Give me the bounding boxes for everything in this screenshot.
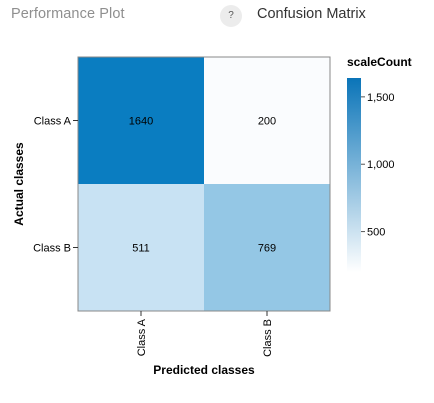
cell-value-label: 769 bbox=[258, 243, 276, 255]
color-legend-bar bbox=[347, 78, 361, 272]
y-axis-label: Actual classes bbox=[12, 142, 26, 226]
x-axis-label: Predicted classes bbox=[153, 363, 255, 377]
legend-title: scaleCount bbox=[347, 55, 412, 69]
heatmap-cell bbox=[78, 57, 204, 184]
help-button[interactable]: ? bbox=[220, 5, 242, 27]
performance-plot-tab[interactable]: Performance Plot bbox=[11, 6, 125, 22]
heatmap-cell bbox=[204, 57, 330, 184]
legend-tick-label: 500 bbox=[367, 227, 385, 239]
cell-value-label: 1640 bbox=[129, 116, 153, 128]
legend-tick-label: 1,000 bbox=[367, 159, 395, 171]
header: Performance Plot ? Confusion Matrix bbox=[0, 0, 434, 32]
heatmap-cell bbox=[204, 184, 330, 311]
heatmap-cell bbox=[78, 184, 204, 311]
x-tick-label: Class A bbox=[136, 318, 148, 356]
cell-value-label: 511 bbox=[132, 243, 150, 255]
y-tick-label: Class A bbox=[34, 116, 72, 128]
legend-tick-label: 1,500 bbox=[367, 92, 395, 104]
plot-frame bbox=[77, 56, 331, 312]
chart-title: Confusion Matrix bbox=[257, 6, 366, 22]
x-tick-label: Class B bbox=[262, 319, 274, 357]
y-tick-label: Class B bbox=[33, 243, 71, 255]
cell-value-label: 200 bbox=[258, 116, 276, 128]
